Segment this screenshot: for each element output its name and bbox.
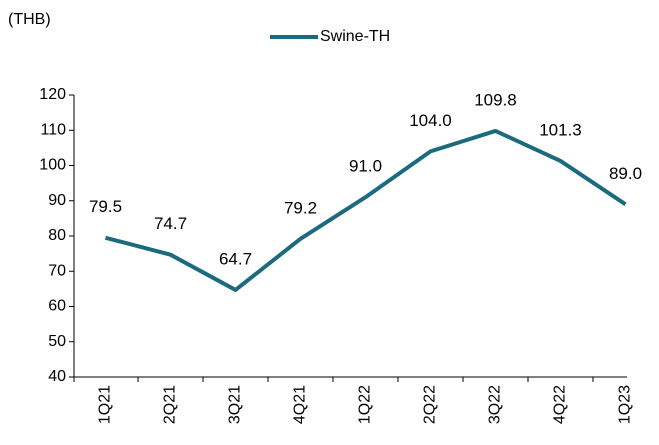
y-tick-label: 100	[39, 157, 66, 174]
y-tick-label: 50	[48, 333, 66, 350]
y-tick-label: 110	[40, 121, 66, 138]
y-tick-label: 120	[39, 86, 66, 103]
legend-label: Swine-TH	[320, 28, 390, 45]
data-label: 101.3	[539, 120, 582, 139]
y-tick-label: 70	[48, 262, 66, 279]
x-tick-label: 1Q23	[617, 385, 634, 424]
y-tick-label: 40	[48, 368, 66, 385]
data-label: 79.2	[284, 198, 317, 217]
x-tick-label: 4Q22	[552, 385, 569, 424]
y-tick-label: 60	[48, 298, 66, 315]
x-tick-label: 2Q21	[162, 385, 179, 424]
y-tick-label: 90	[48, 192, 66, 209]
data-label: 79.5	[89, 197, 122, 216]
x-tick-label: 2Q22	[422, 385, 439, 424]
x-tick-label: 3Q21	[227, 385, 244, 424]
x-tick-label: 3Q22	[487, 385, 504, 424]
data-label: 109.8	[474, 90, 517, 109]
y-tick-label: 80	[48, 227, 66, 244]
data-line	[104, 128, 627, 292]
x-tick-label: 1Q22	[357, 385, 374, 424]
data-label: 64.7	[219, 249, 252, 268]
x-tick-label: 1Q21	[97, 385, 114, 424]
x-tick-label: 4Q21	[292, 385, 309, 424]
y-unit-label: (THB)	[8, 11, 51, 28]
data-label: 89.0	[609, 164, 642, 183]
data-label: 104.0	[409, 111, 452, 130]
data-label: 91.0	[349, 157, 382, 176]
data-label: 74.7	[154, 214, 187, 233]
